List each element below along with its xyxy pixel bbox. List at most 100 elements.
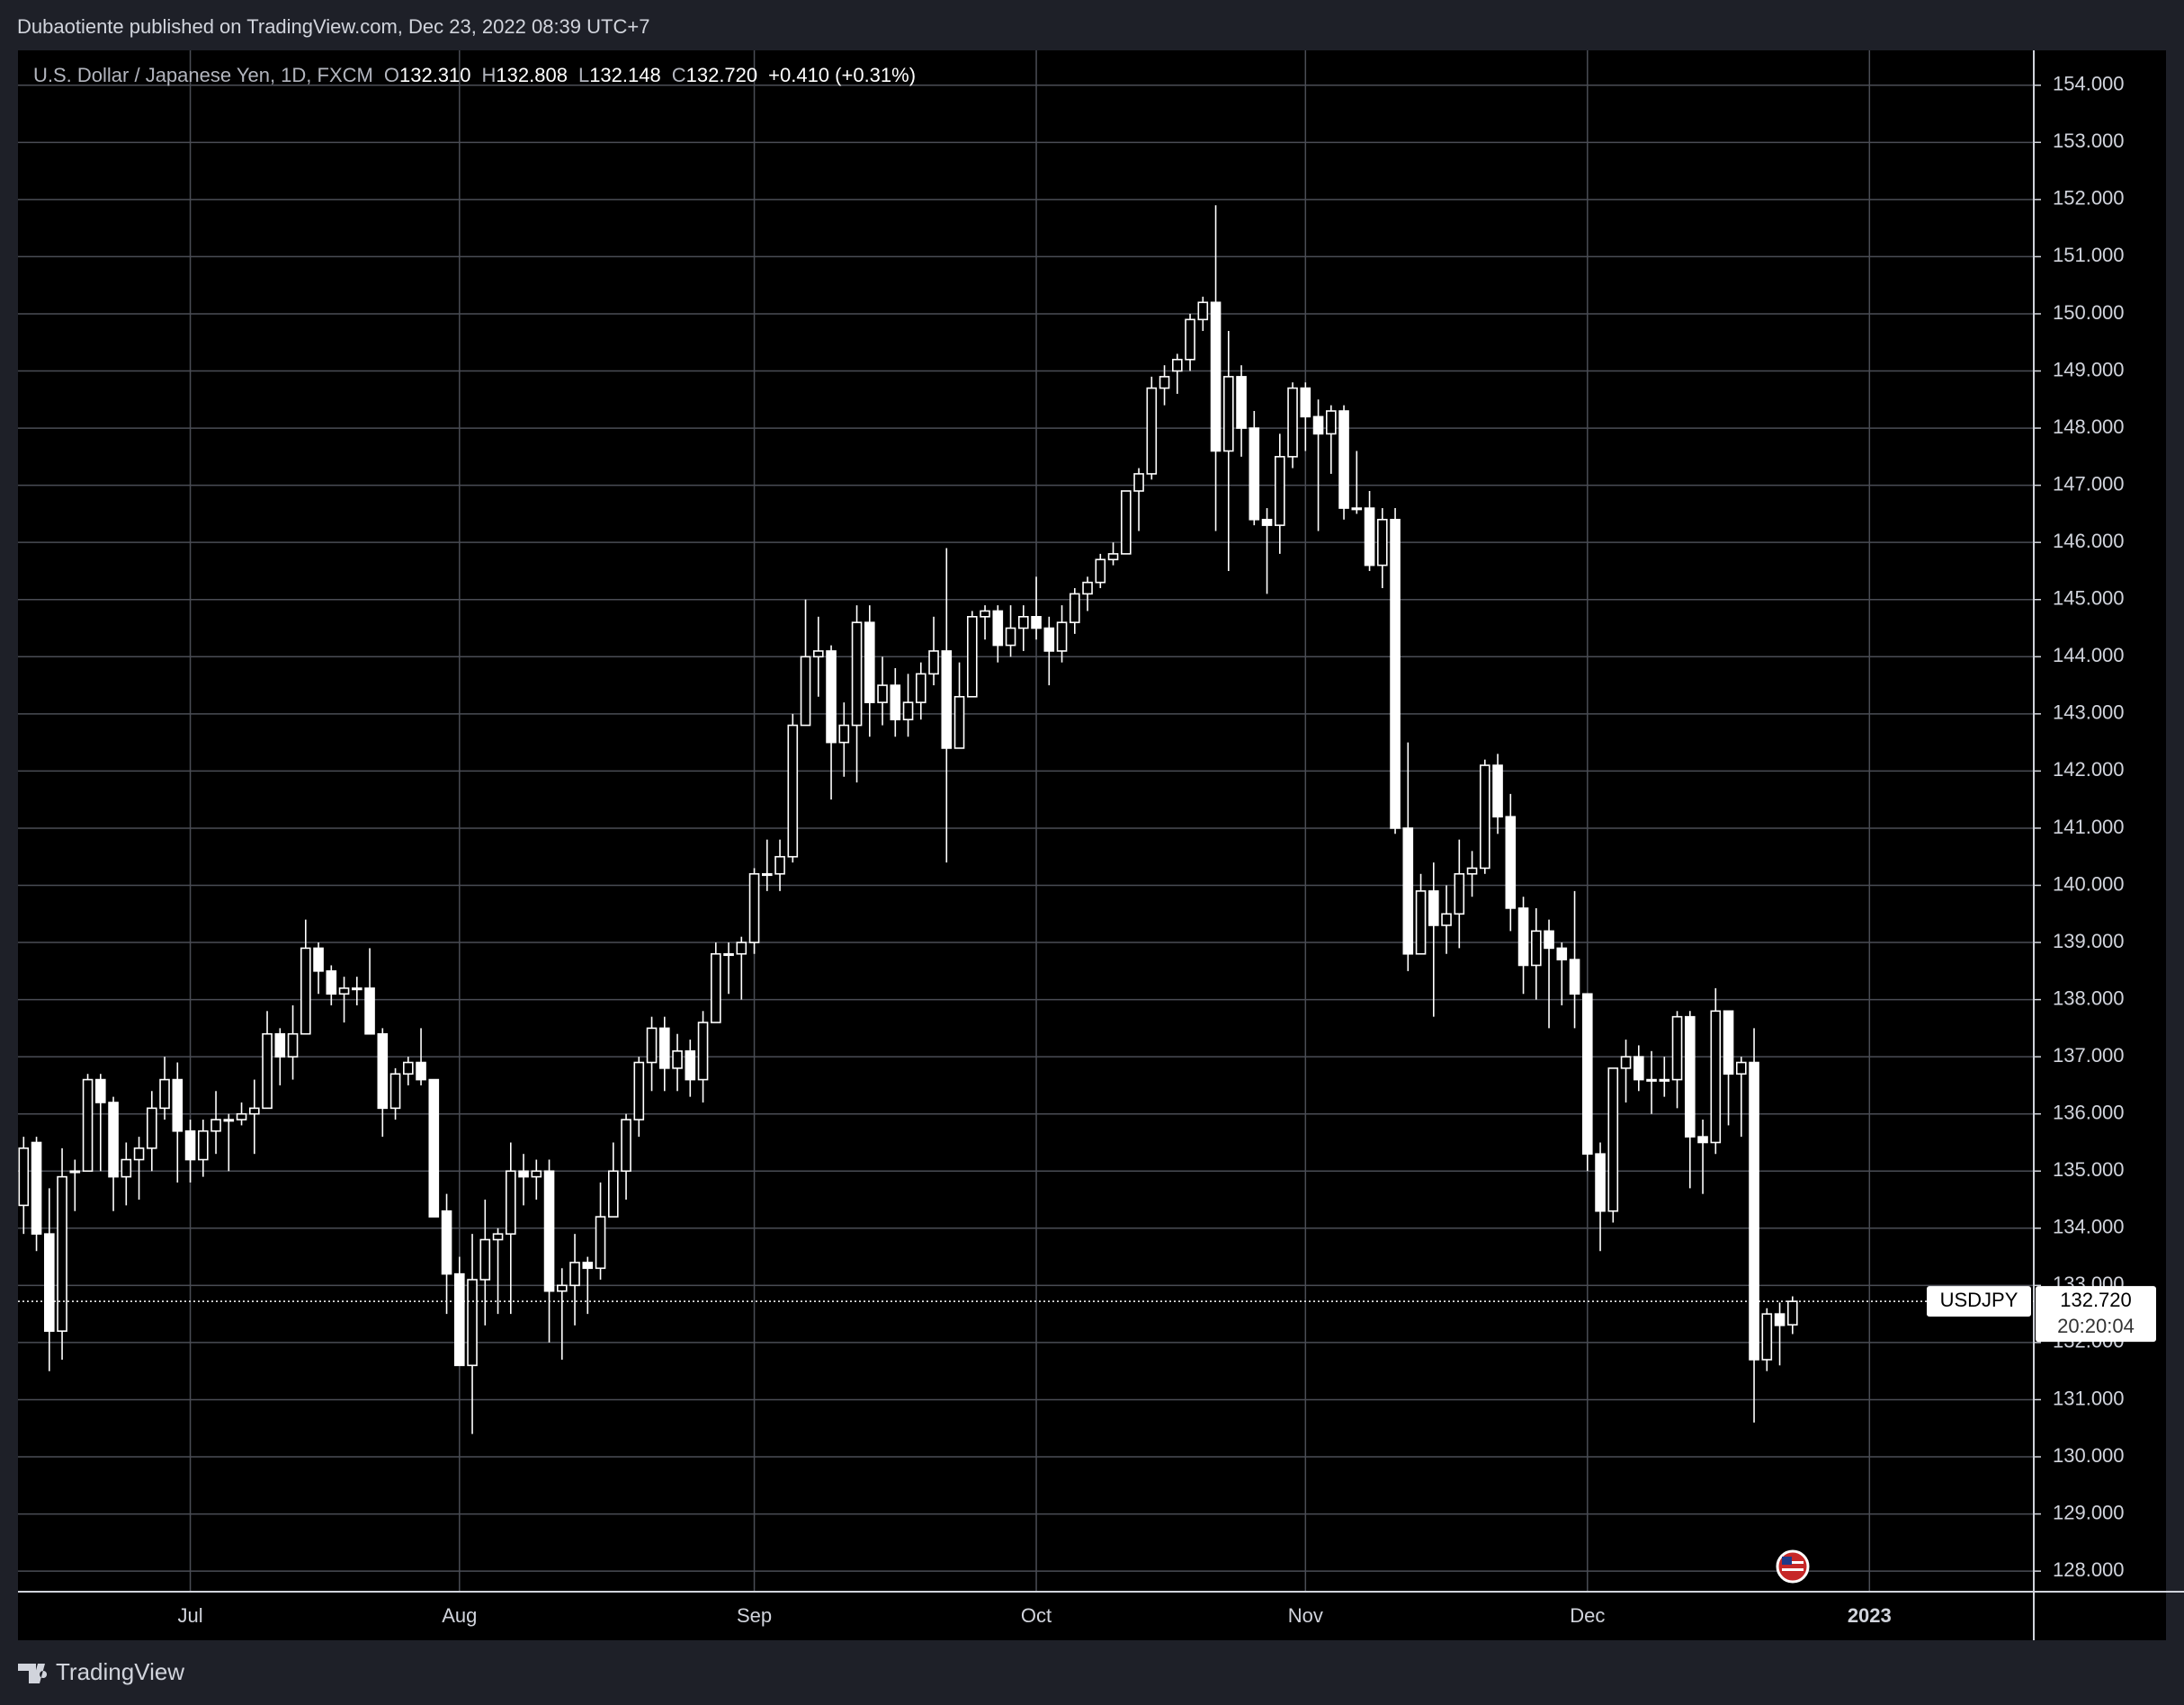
candle-body	[980, 610, 990, 618]
candle-body	[1480, 764, 1490, 870]
candle-body	[672, 1049, 683, 1069]
candle-body	[1312, 415, 1324, 435]
price-badge	[2036, 1286, 2156, 1343]
candle-body	[1390, 518, 1401, 829]
candle-body	[82, 1078, 94, 1173]
candle-body	[1441, 913, 1452, 926]
y-tick-label: 130.000	[2053, 1444, 2125, 1467]
y-tick-label: 151.000	[2053, 244, 2125, 266]
candle-body	[287, 1032, 299, 1058]
candle-body	[1070, 593, 1080, 623]
y-tick-label: 153.000	[2053, 129, 2125, 152]
candle-body	[1646, 1078, 1657, 1082]
candle-body	[787, 724, 799, 858]
flag-icon	[1776, 1549, 1810, 1584]
candle-body	[313, 947, 324, 972]
candle-body	[646, 1027, 658, 1064]
candle-body	[697, 1022, 709, 1081]
candle-body	[1121, 490, 1132, 555]
candle-body	[1710, 1010, 1722, 1144]
candle-body	[1236, 376, 1247, 429]
candle-body	[1210, 301, 1222, 452]
candle-body	[992, 610, 1004, 647]
candle-body	[1774, 1313, 1786, 1326]
candle-body	[1133, 473, 1144, 492]
candle-body	[890, 684, 901, 720]
candle-body	[543, 1170, 555, 1292]
brand-logo	[18, 1664, 48, 1683]
candle-body	[1761, 1313, 1773, 1361]
candle-body	[428, 1078, 440, 1218]
candle-body	[31, 1141, 42, 1235]
candle-body	[351, 987, 363, 991]
candle-body	[1159, 376, 1170, 389]
candle-body	[453, 1272, 465, 1367]
candle-body	[1275, 456, 1285, 526]
x-tick-label: Oct	[1021, 1604, 1052, 1627]
candle-body	[1005, 627, 1016, 647]
candle-body	[505, 1170, 516, 1235]
candle-body	[1043, 627, 1055, 652]
legend-high-label: H	[482, 64, 497, 86]
candle-body	[1634, 1056, 1644, 1081]
legend-close: 132.720	[686, 64, 758, 86]
candle-body	[479, 1238, 491, 1281]
price-badge-value: 132.720	[2060, 1289, 2132, 1311]
y-tick-label: 128.000	[2053, 1558, 2125, 1581]
y-tick-label: 148.000	[2053, 415, 2125, 438]
candle-body	[518, 1170, 529, 1178]
candle-body	[1723, 1010, 1734, 1076]
candle-body	[364, 987, 375, 1035]
candle-body	[1466, 867, 1478, 875]
candle-body	[1261, 518, 1273, 526]
candle-body	[223, 1119, 235, 1122]
candle-body	[1556, 947, 1568, 960]
candle-body	[556, 1284, 568, 1292]
candle-body	[685, 1049, 696, 1081]
legend-low-label: L	[578, 64, 589, 86]
y-tick-label: 134.000	[2053, 1216, 2125, 1238]
candle-body	[184, 1129, 196, 1161]
candle-body	[621, 1119, 631, 1173]
x-tick-label: Jul	[177, 1604, 202, 1627]
candle-body	[147, 1107, 157, 1149]
candle-body	[1146, 387, 1158, 475]
y-tick-label: 135.000	[2053, 1158, 2125, 1181]
candle-body	[902, 701, 914, 720]
y-tick-label: 139.000	[2053, 930, 2125, 952]
candle-body	[248, 1107, 260, 1115]
candle-body	[1544, 930, 1554, 950]
candle-body	[1351, 507, 1363, 511]
candle-body	[236, 1112, 247, 1120]
candle-body	[338, 987, 350, 995]
y-tick-label: 142.000	[2053, 758, 2125, 781]
candle-body	[1607, 1067, 1619, 1212]
y-tick-label: 144.000	[2053, 644, 2125, 666]
candle-body	[748, 872, 760, 943]
candle-body	[1377, 518, 1388, 567]
candle-body	[172, 1078, 183, 1132]
candle-body	[1095, 558, 1106, 584]
symbol-badge	[1927, 1286, 2031, 1317]
candle-body	[812, 650, 824, 658]
candle-body	[1517, 907, 1529, 967]
x-tick-label: Aug	[442, 1604, 477, 1627]
candle-body	[658, 1027, 670, 1069]
candle-body	[441, 1210, 452, 1275]
candle-body	[18, 1147, 30, 1207]
candle-body	[1454, 872, 1465, 915]
candle-body	[1185, 318, 1195, 361]
legend-symbol: U.S. Dollar / Japanese Yen, 1D, FXCM	[33, 64, 373, 86]
candle-body	[1402, 827, 1414, 955]
y-tick-label: 145.000	[2053, 587, 2125, 610]
candle-body	[1056, 621, 1068, 652]
candle-body	[1531, 930, 1542, 967]
candle-body	[1671, 1015, 1683, 1081]
candle-body	[877, 684, 888, 703]
y-tick-label: 129.000	[2053, 1501, 2125, 1523]
candle-body	[736, 942, 747, 955]
candles	[18, 205, 1798, 1434]
candle-body	[1107, 553, 1119, 561]
